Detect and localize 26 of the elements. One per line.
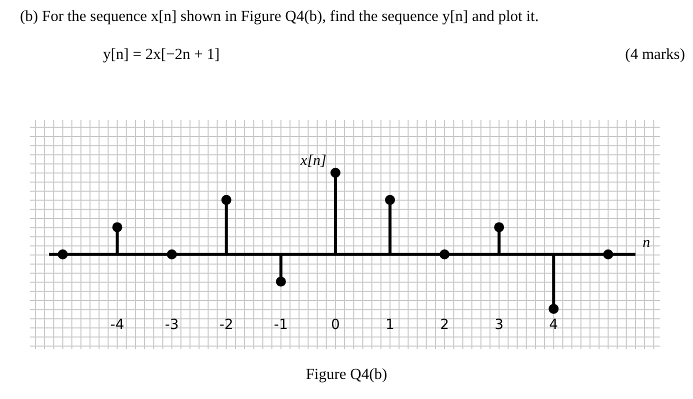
text: (4 marks) bbox=[625, 46, 685, 64]
chart-subtitle: y[n] = 2x[−2n + 1] bbox=[103, 46, 220, 64]
point bbox=[112, 222, 122, 232]
x-tick-label: -4 bbox=[110, 316, 124, 333]
x-tick-label: 0 bbox=[330, 316, 340, 333]
point bbox=[440, 249, 450, 260]
x-tick-label: 4 bbox=[549, 316, 558, 333]
point bbox=[494, 222, 504, 232]
caption: Figure Q4(b) bbox=[304, 366, 388, 384]
y-axis-title: x[n] bbox=[300, 152, 327, 169]
x-tick-label: 1 bbox=[386, 316, 394, 333]
x-tick-label: -2 bbox=[219, 316, 234, 333]
point bbox=[58, 249, 68, 260]
x-tick-label: 2 bbox=[440, 316, 450, 333]
point bbox=[603, 249, 614, 260]
x-tick-label: -1 bbox=[274, 316, 288, 333]
x-tick-label: -3 bbox=[164, 316, 179, 333]
point bbox=[330, 168, 340, 178]
point bbox=[548, 304, 559, 314]
point bbox=[276, 276, 286, 287]
chart-title: (b) For the sequence x[n] shown in Figure Q4(b), find the sequence y[n] and plot it. bbox=[20, 8, 539, 26]
x-tick-label: 3 bbox=[494, 316, 504, 333]
x-axis-title: n bbox=[642, 234, 650, 251]
point bbox=[385, 194, 395, 205]
point bbox=[166, 249, 177, 260]
point bbox=[221, 194, 232, 205]
